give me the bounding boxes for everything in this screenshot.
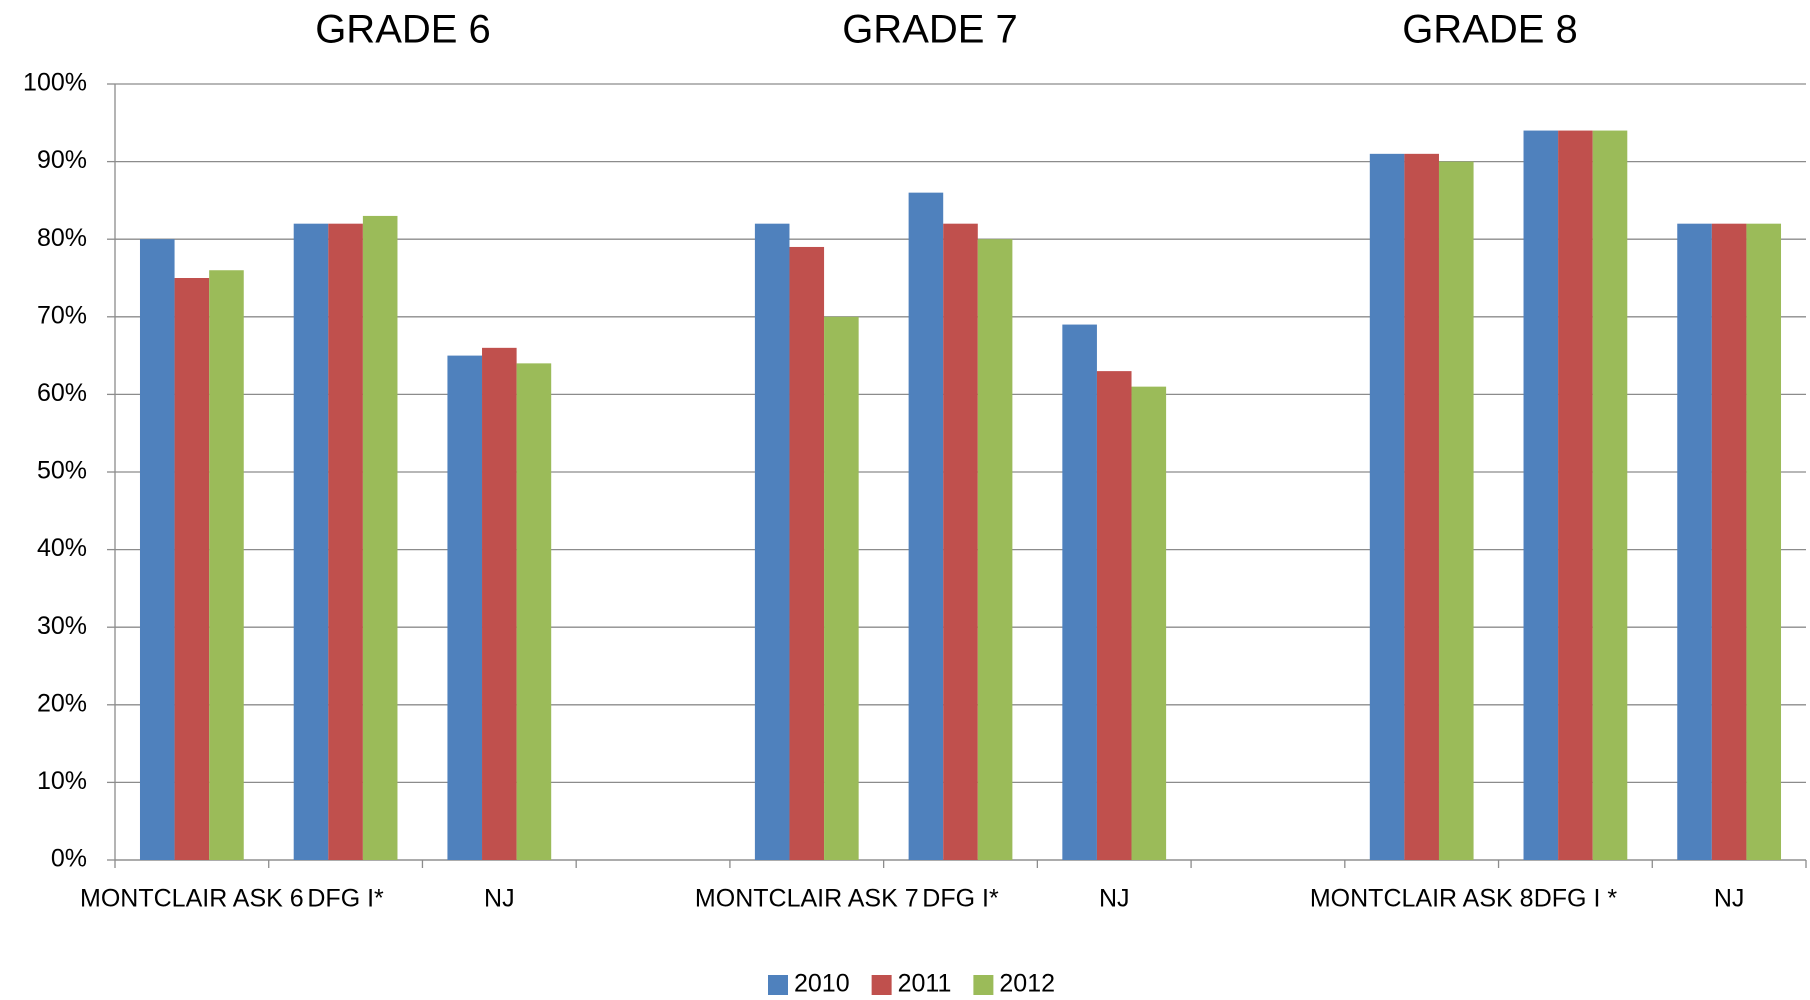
group-title: GRADE 7 [842, 8, 1018, 52]
bar [174, 278, 210, 860]
bar [1558, 130, 1593, 860]
y-tick-label: 0% [51, 845, 87, 873]
x-tick-label: MONTCLAIR ASK 8 [1310, 885, 1534, 913]
bar [1523, 130, 1559, 860]
legend-swatch [768, 975, 788, 995]
bar [328, 223, 363, 860]
y-tick-label: 60% [37, 379, 87, 407]
y-tick-label: 40% [37, 534, 87, 562]
legend-label: 2011 [898, 970, 952, 998]
bar [516, 363, 552, 860]
bar [1438, 161, 1474, 861]
y-tick-label: 90% [37, 146, 87, 174]
legend-swatch [973, 975, 994, 995]
y-tick-label: 20% [37, 689, 87, 717]
bar [754, 223, 790, 860]
y-tick-label: 80% [37, 224, 87, 252]
bar [362, 215, 398, 861]
legend-label: 2012 [999, 970, 1055, 998]
bar [1592, 130, 1628, 860]
y-tick-label: 70% [37, 301, 87, 329]
x-tick-label: MONTCLAIR ASK 6 [80, 885, 304, 913]
y-tick-label: 30% [37, 612, 87, 640]
x-tick-label: DFG I * [1534, 885, 1618, 913]
group-title: GRADE 8 [1402, 8, 1578, 52]
bar [943, 223, 978, 860]
bar [293, 223, 329, 860]
bar [789, 246, 825, 860]
bar [482, 347, 517, 861]
bar [1404, 153, 1439, 861]
bar [1746, 223, 1782, 860]
x-tick-label: NJ [1714, 885, 1745, 913]
bar [209, 270, 244, 860]
bar [1711, 223, 1747, 860]
legend-swatch [871, 975, 892, 995]
bar [139, 239, 175, 860]
bar [908, 192, 944, 860]
bar [1062, 324, 1097, 860]
x-tick-label: DFG I* [922, 885, 999, 913]
bar [977, 239, 1013, 860]
group-title: GRADE 6 [315, 8, 491, 52]
legend-label: 2010 [794, 970, 850, 998]
bar [1369, 153, 1405, 861]
bar [1677, 223, 1712, 860]
bar [1131, 386, 1167, 860]
x-tick-label: NJ [1099, 885, 1130, 913]
bar [824, 316, 859, 860]
bar [447, 355, 483, 860]
y-tick-label: 100% [23, 69, 87, 97]
x-tick-label: MONTCLAIR ASK 7 [695, 885, 919, 913]
y-tick-label: 50% [37, 457, 87, 485]
y-tick-label: 10% [37, 767, 87, 795]
bar [1096, 371, 1132, 860]
x-tick-label: NJ [484, 885, 515, 913]
x-tick-label: DFG I* [307, 885, 384, 913]
